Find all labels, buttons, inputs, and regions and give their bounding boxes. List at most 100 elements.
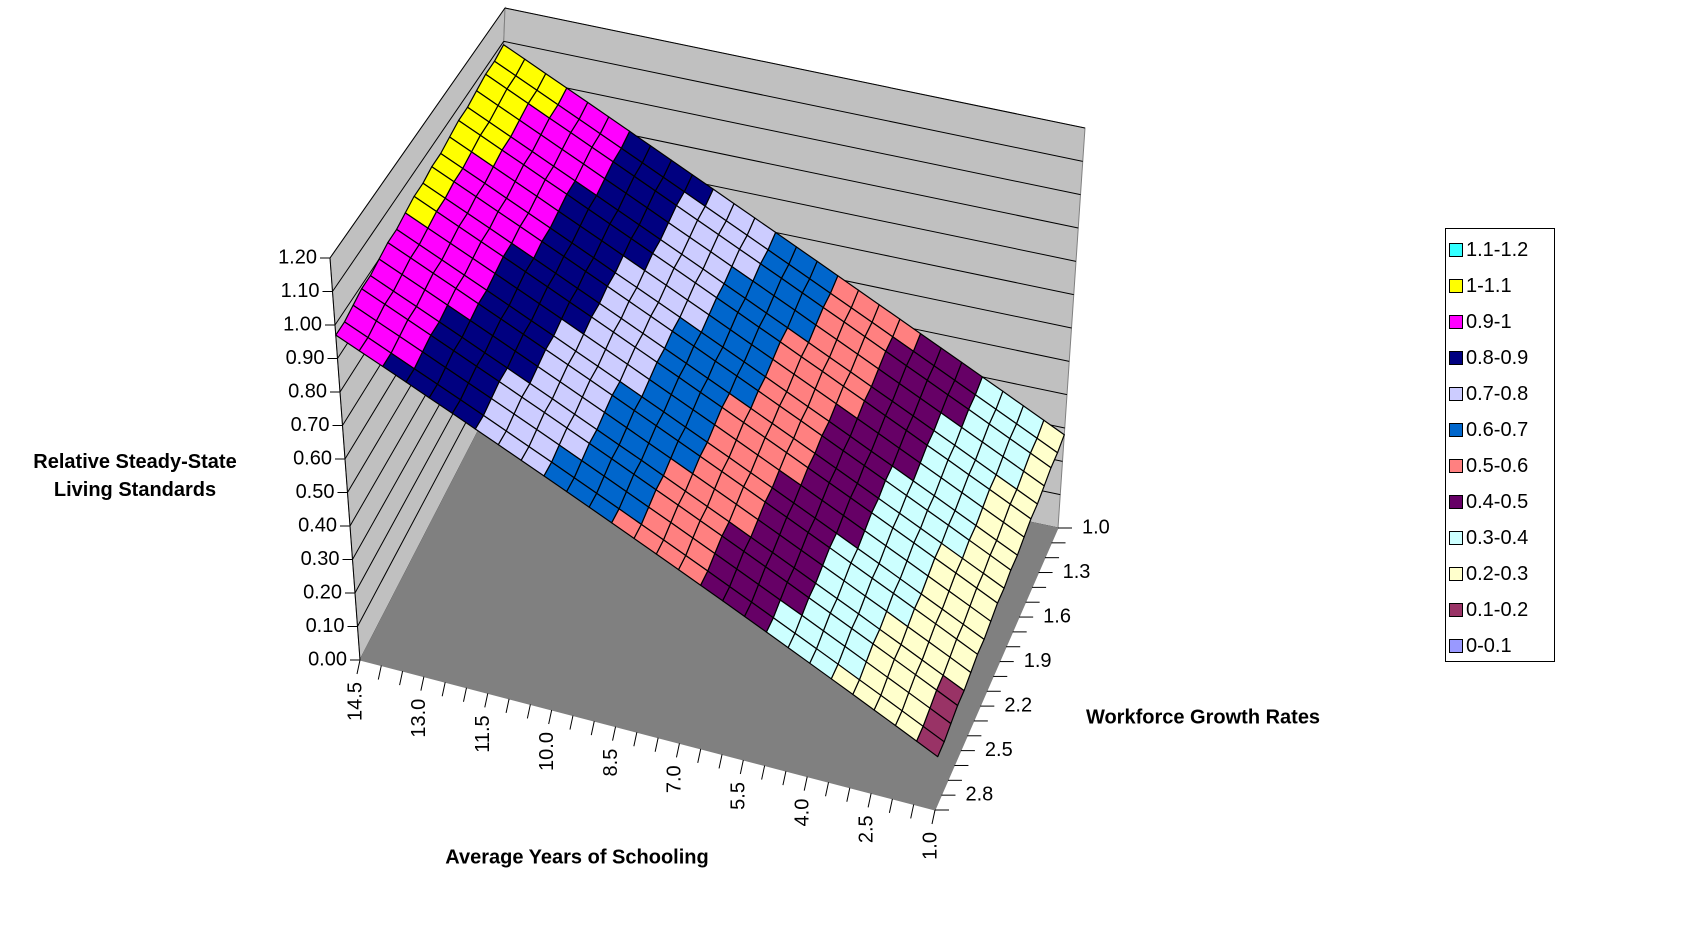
z-tick-label: 0.50 (296, 481, 335, 503)
z-tick-label: 1.20 (278, 246, 317, 268)
legend: 1.1-1.2 1-1.1 0.9-1 0.8-0.9 0.7-0.8 0.6-0.7 0.… (1445, 228, 1555, 662)
x-tick (803, 776, 808, 791)
y-tick-label: 1.9 (1024, 650, 1052, 672)
legend-label: 0-0.1 (1466, 634, 1512, 657)
legend-item: 0.9-1 (1446, 304, 1554, 340)
z-tick-label: 1.10 (281, 280, 320, 302)
x-tick (420, 676, 425, 691)
x-tick-label: 13.0 (408, 699, 430, 738)
y-tick-label: 2.2 (1004, 694, 1032, 716)
x-tick (654, 737, 659, 752)
x-tick (761, 765, 766, 780)
z-tick-label: 0.90 (286, 347, 325, 369)
grid-line (503, 40, 1083, 162)
z-axis (329, 257, 361, 661)
x-tick (612, 726, 617, 741)
legend-swatch (1449, 423, 1463, 437)
x-tick (590, 721, 595, 736)
grid-line (502, 74, 1081, 196)
x-tick-label: 14.5 (344, 682, 366, 721)
x-tick (739, 759, 744, 775)
legend-swatch (1449, 387, 1463, 401)
legend-item: 0.7-0.8 (1446, 376, 1554, 412)
x-tick (484, 693, 489, 708)
x-tick-label: 7.0 (664, 765, 686, 793)
x-tick-label: 11.5 (472, 715, 494, 752)
x-tick (825, 782, 830, 797)
x-tick-label: 8.5 (600, 749, 622, 777)
legend-label: 0.8-0.9 (1466, 346, 1529, 369)
legend-label: 1.1-1.2 (1466, 238, 1529, 261)
x-tick (526, 704, 531, 719)
z-tick-label: 0.00 (308, 648, 347, 670)
legend-swatch (1449, 639, 1463, 653)
legend-item: 0-0.1 (1446, 628, 1554, 664)
legend-swatch (1449, 243, 1463, 257)
x-tick (718, 754, 723, 769)
z-tick-label: 0.10 (306, 615, 345, 637)
x-tick (441, 682, 446, 697)
x-tick-label: 2.5 (855, 815, 877, 843)
legend-swatch (1449, 459, 1463, 473)
x-tick (697, 748, 702, 763)
x-tick (675, 743, 680, 758)
grid-line (504, 7, 1086, 129)
surface-cell (335, 321, 369, 352)
z-tick-label: 0.20 (303, 581, 342, 603)
legend-item: 1-1.1 (1446, 268, 1554, 304)
x-tick-label: 4.0 (792, 799, 814, 827)
legend-swatch (1449, 495, 1463, 509)
plot-area: 0.00 0.10 0.20 0.30 0.40 0.50 0.60 0.70 0.80 0.90… (278, 6, 1110, 860)
x-tick (377, 665, 382, 680)
legend-label: 0.4-0.5 (1466, 490, 1529, 513)
legend-swatch (1449, 603, 1463, 617)
z-tick-label: 0.60 (293, 447, 332, 469)
legend-item: 0.5-0.6 (1446, 448, 1554, 484)
legend-label: 0.1-0.2 (1466, 598, 1529, 621)
x-tick-label: 10.0 (536, 732, 558, 771)
legend-swatch (1449, 567, 1463, 581)
legend-item: 0.2-0.3 (1446, 556, 1554, 592)
legend-label: 0.2-0.3 (1466, 562, 1529, 585)
x-tick (846, 787, 851, 802)
x-tick (931, 809, 936, 825)
legend-swatch (1449, 351, 1463, 365)
legend-item: 0.6-0.7 (1446, 412, 1554, 448)
z-tick-label: 0.30 (301, 548, 340, 570)
legend-item: 0.8-0.9 (1446, 340, 1554, 376)
legend-swatch (1449, 315, 1463, 329)
y-axis-title: Workforce Growth Rates (1086, 706, 1320, 728)
legend-label: 1-1.1 (1466, 274, 1512, 297)
x-tick (782, 771, 787, 786)
x-tick-label: 5.5 (728, 782, 750, 810)
x-tick-label: 1.0 (919, 832, 941, 860)
z-tick-label: 0.70 (291, 414, 330, 436)
x-tick (548, 709, 553, 725)
legend-label: 0.5-0.6 (1466, 454, 1529, 477)
z-tick-label: 0.80 (288, 380, 327, 402)
legend-label: 0.9-1 (1466, 310, 1512, 333)
grid-line (329, 7, 506, 259)
y-tick-label: 2.8 (965, 783, 993, 805)
x-tick (888, 798, 893, 813)
x-tick (356, 659, 361, 675)
z-axis-title: Relative Steady-State Living Standards (33, 451, 237, 501)
legend-swatch (1449, 279, 1463, 293)
x-tick (462, 687, 467, 702)
x-axis-title: Average Years of Schooling (445, 846, 708, 868)
legend-item: 0.4-0.5 (1446, 484, 1554, 520)
legend-label: 0.3-0.4 (1466, 526, 1529, 549)
x-tick (569, 715, 574, 730)
legend-label: 0.7-0.8 (1466, 382, 1529, 405)
y-tick-label: 1.6 (1043, 605, 1071, 627)
grid-line (332, 41, 505, 292)
legend-item: 0.3-0.4 (1446, 520, 1554, 556)
legend-swatch (1449, 531, 1463, 545)
y-tick-label: 2.5 (985, 739, 1013, 761)
y-tick-label: 1.3 (1063, 561, 1091, 583)
x-tick (867, 793, 872, 808)
z-tick-label: 1.00 (283, 313, 322, 335)
z-tick-label: 0.40 (298, 514, 337, 536)
